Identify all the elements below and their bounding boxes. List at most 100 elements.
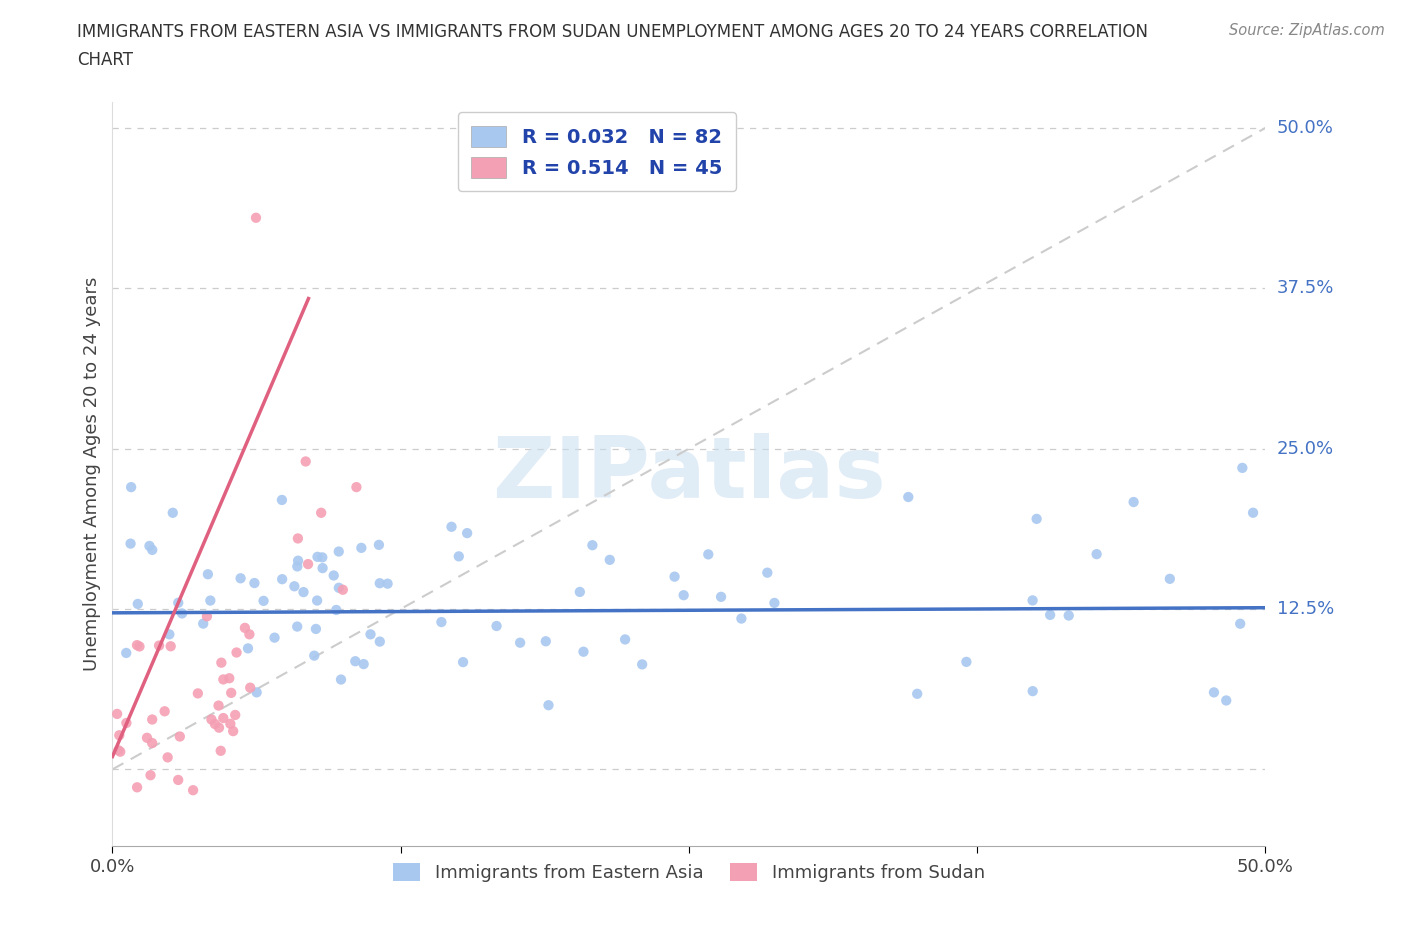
- Point: [208, 720, 231, 735]
- Point: [710, 590, 733, 604]
- Point: [285, 559, 308, 574]
- Point: [287, 553, 309, 568]
- Point: [447, 549, 470, 564]
- Point: [204, 717, 226, 732]
- Point: [672, 588, 695, 603]
- Point: [537, 698, 560, 712]
- Point: [344, 654, 367, 669]
- Point: [157, 627, 180, 642]
- Point: [599, 552, 621, 567]
- Point: [1021, 593, 1043, 608]
- Point: [181, 783, 204, 798]
- Point: [246, 684, 269, 699]
- Point: [285, 619, 308, 634]
- Point: [197, 566, 219, 581]
- Point: [243, 576, 266, 591]
- Point: [1085, 547, 1108, 562]
- Point: [572, 644, 595, 659]
- Y-axis label: Unemployment Among Ages 20 to 24 years: Unemployment Among Ages 20 to 24 years: [83, 277, 101, 671]
- Point: [138, 538, 160, 553]
- Point: [905, 686, 928, 701]
- Point: [169, 729, 191, 744]
- Point: [377, 577, 399, 591]
- Point: [1039, 607, 1062, 622]
- Point: [200, 712, 222, 727]
- Point: [631, 657, 654, 671]
- Point: [763, 595, 786, 610]
- Point: [307, 593, 329, 608]
- Point: [229, 571, 252, 586]
- Point: [139, 768, 162, 783]
- Point: [287, 531, 309, 546]
- Point: [209, 743, 232, 758]
- Point: [212, 711, 235, 725]
- Point: [509, 635, 531, 650]
- Point: [456, 525, 478, 540]
- Point: [212, 672, 235, 687]
- Point: [581, 538, 603, 552]
- Point: [1025, 512, 1047, 526]
- Point: [136, 730, 159, 745]
- Point: [187, 686, 209, 701]
- Point: [239, 680, 262, 695]
- Point: [309, 505, 332, 520]
- Text: CHART: CHART: [77, 51, 134, 69]
- Point: [322, 568, 344, 583]
- Point: [614, 632, 637, 647]
- Text: 25.0%: 25.0%: [1277, 440, 1334, 458]
- Point: [1232, 460, 1254, 475]
- Point: [195, 609, 218, 624]
- Point: [107, 743, 129, 758]
- Point: [897, 489, 920, 504]
- Point: [115, 715, 138, 730]
- Point: [283, 578, 305, 593]
- Point: [148, 638, 170, 653]
- Point: [1159, 571, 1181, 586]
- Point: [193, 617, 215, 631]
- Point: [697, 547, 720, 562]
- Point: [451, 655, 474, 670]
- Point: [200, 593, 222, 608]
- Point: [127, 780, 149, 795]
- Point: [218, 671, 240, 685]
- Point: [534, 634, 557, 649]
- Point: [271, 493, 294, 508]
- Text: IMMIGRANTS FROM EASTERN ASIA VS IMMIGRANTS FROM SUDAN UNEMPLOYMENT AMONG AGES 20: IMMIGRANTS FROM EASTERN ASIA VS IMMIGRAN…: [77, 23, 1149, 41]
- Text: 37.5%: 37.5%: [1277, 279, 1334, 298]
- Point: [304, 648, 326, 663]
- Point: [127, 596, 149, 611]
- Point: [271, 572, 294, 587]
- Point: [233, 620, 256, 635]
- Point: [1021, 684, 1043, 698]
- Point: [1202, 684, 1225, 699]
- Legend: Immigrants from Eastern Asia, Immigrants from Sudan: Immigrants from Eastern Asia, Immigrants…: [385, 856, 993, 889]
- Point: [353, 657, 375, 671]
- Point: [115, 645, 138, 660]
- Point: [568, 584, 591, 599]
- Point: [128, 639, 150, 654]
- Point: [440, 519, 463, 534]
- Point: [110, 744, 132, 759]
- Point: [305, 621, 328, 636]
- Point: [141, 736, 163, 751]
- Point: [350, 540, 373, 555]
- Point: [664, 569, 686, 584]
- Point: [294, 454, 316, 469]
- Point: [153, 704, 176, 719]
- Point: [1122, 495, 1144, 510]
- Point: [1241, 505, 1264, 520]
- Text: ZIPatlas: ZIPatlas: [492, 432, 886, 516]
- Point: [219, 685, 242, 700]
- Point: [756, 565, 779, 580]
- Point: [120, 480, 142, 495]
- Point: [328, 544, 350, 559]
- Point: [108, 728, 131, 743]
- Point: [332, 582, 354, 597]
- Point: [159, 639, 181, 654]
- Point: [141, 542, 163, 557]
- Point: [252, 593, 274, 608]
- Point: [222, 724, 245, 738]
- Point: [105, 707, 128, 722]
- Point: [955, 655, 977, 670]
- Point: [430, 615, 453, 630]
